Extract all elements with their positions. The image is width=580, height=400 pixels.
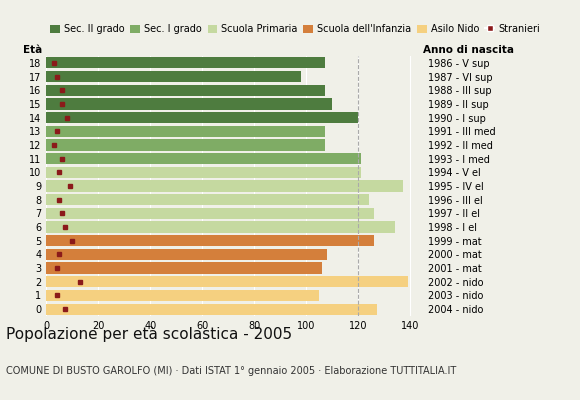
Text: Popolazione per età scolastica - 2005: Popolazione per età scolastica - 2005 [6,326,292,342]
Bar [46,139,325,150]
Bar [46,57,325,68]
Text: Età: Età [23,45,43,55]
Bar [46,71,301,82]
Bar [46,84,325,96]
Bar [46,208,374,219]
Bar [46,249,327,260]
Bar [46,153,361,164]
Bar [46,180,403,192]
Bar [46,276,408,287]
Bar [46,194,369,205]
Bar [46,167,361,178]
Text: Anno di nascita: Anno di nascita [423,45,514,55]
Bar [46,112,358,123]
Bar [46,98,332,110]
Bar [46,235,374,246]
Bar [46,126,325,137]
Legend: Sec. II grado, Sec. I grado, Scuola Primaria, Scuola dell'Infanzia, Asilo Nido, : Sec. II grado, Sec. I grado, Scuola Prim… [46,20,544,38]
Bar [46,262,322,274]
Text: COMUNE DI BUSTO GAROLFO (MI) · Dati ISTAT 1° gennaio 2005 · Elaborazione TUTTITA: COMUNE DI BUSTO GAROLFO (MI) · Dati ISTA… [6,366,456,376]
Bar [46,222,395,233]
Bar [46,304,376,315]
Bar [46,290,320,301]
